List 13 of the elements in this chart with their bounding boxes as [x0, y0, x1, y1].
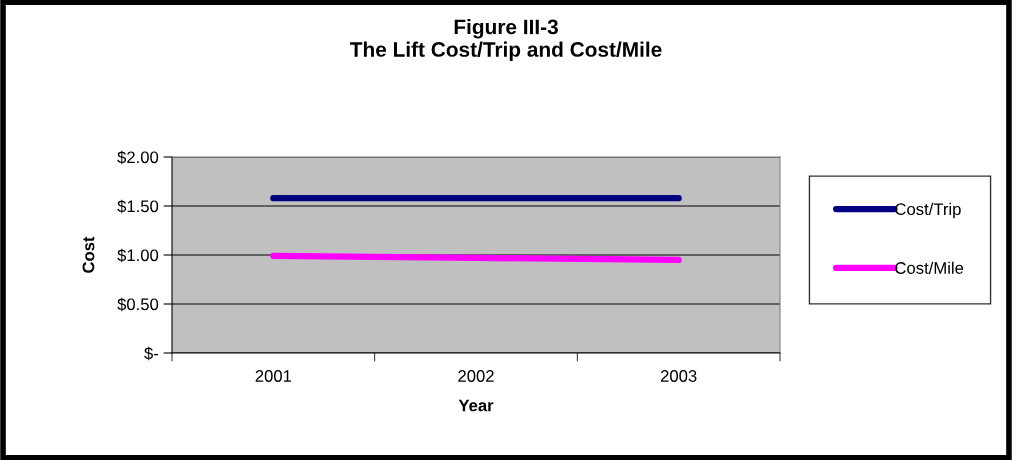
- x-tick-label: 2003: [660, 370, 697, 382]
- x-axis-title: Year: [458, 399, 494, 412]
- y-tick-label: $2.00: [117, 150, 159, 165]
- y-tick-label: $1.00: [117, 248, 159, 263]
- x-tick-label: 2002: [458, 370, 494, 382]
- legend-label: Cost/Mile: [895, 261, 964, 274]
- legend-label: Cost/Trip: [895, 202, 961, 219]
- y-tick-label: $1.50: [117, 199, 159, 214]
- y-axis-title: Cost: [82, 236, 95, 273]
- y-tick-label: $-: [144, 346, 159, 361]
- y-tick-label: $0.50: [117, 297, 159, 312]
- x-tick-label: 2001: [255, 370, 292, 382]
- chart-title: Figure III-3 The Lift Cost/Trip and Cost/Mile: [349, 19, 662, 61]
